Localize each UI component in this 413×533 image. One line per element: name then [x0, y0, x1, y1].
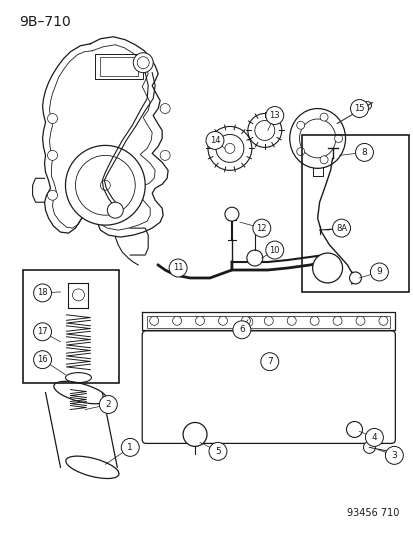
Circle shape	[370, 263, 387, 281]
Circle shape	[195, 316, 204, 325]
Circle shape	[121, 439, 139, 456]
Circle shape	[365, 429, 382, 447]
Circle shape	[349, 272, 361, 284]
Text: 10: 10	[269, 246, 279, 255]
Circle shape	[265, 241, 283, 259]
Circle shape	[241, 316, 250, 325]
Text: 17: 17	[37, 327, 48, 336]
Bar	[95, 54, 143, 79]
Circle shape	[385, 447, 402, 464]
Circle shape	[247, 114, 281, 148]
Circle shape	[209, 442, 226, 461]
Circle shape	[172, 316, 181, 325]
Circle shape	[150, 316, 158, 325]
Circle shape	[218, 316, 227, 325]
Circle shape	[355, 316, 364, 325]
Circle shape	[296, 148, 304, 156]
Circle shape	[242, 317, 252, 327]
Text: 5: 5	[215, 447, 220, 456]
Circle shape	[216, 134, 243, 163]
Circle shape	[334, 134, 342, 142]
Circle shape	[169, 259, 187, 277]
Circle shape	[363, 102, 370, 109]
Text: 6: 6	[238, 325, 244, 334]
Bar	[301, 135, 408, 292]
Text: 12: 12	[256, 224, 266, 232]
Circle shape	[233, 321, 250, 339]
Text: 9B–710: 9B–710	[19, 15, 70, 29]
Circle shape	[363, 441, 375, 454]
Circle shape	[350, 100, 368, 117]
Text: 15: 15	[354, 104, 364, 113]
Text: 18: 18	[37, 288, 48, 297]
Circle shape	[206, 132, 223, 149]
Bar	[100, 56, 138, 76]
Circle shape	[224, 143, 234, 154]
Circle shape	[100, 180, 110, 190]
Text: 2: 2	[105, 400, 111, 409]
Circle shape	[224, 207, 238, 221]
Circle shape	[260, 353, 278, 370]
Bar	[147, 316, 389, 328]
Text: 9: 9	[376, 268, 381, 277]
Circle shape	[47, 190, 57, 200]
Circle shape	[137, 56, 149, 69]
Text: 7: 7	[266, 357, 272, 366]
Circle shape	[160, 150, 170, 160]
Text: 8: 8	[361, 148, 366, 157]
Circle shape	[65, 146, 145, 225]
Circle shape	[252, 219, 270, 237]
Circle shape	[378, 316, 387, 325]
Circle shape	[183, 423, 206, 447]
Circle shape	[287, 316, 295, 325]
Text: 8A: 8A	[335, 224, 346, 232]
Text: 4: 4	[371, 433, 376, 442]
Circle shape	[312, 253, 342, 283]
Circle shape	[332, 316, 341, 325]
Circle shape	[319, 113, 327, 121]
Circle shape	[99, 395, 117, 414]
Circle shape	[33, 323, 51, 341]
Circle shape	[133, 53, 153, 72]
Bar	[23, 270, 119, 383]
Circle shape	[296, 122, 304, 129]
Circle shape	[355, 143, 373, 161]
Circle shape	[75, 156, 135, 215]
Circle shape	[33, 351, 51, 369]
Text: 13: 13	[269, 111, 280, 120]
Circle shape	[160, 103, 170, 114]
Circle shape	[332, 219, 350, 237]
Circle shape	[309, 316, 318, 325]
Circle shape	[47, 114, 57, 124]
Circle shape	[72, 289, 84, 301]
Text: 1: 1	[127, 443, 133, 452]
Circle shape	[254, 120, 274, 140]
Circle shape	[319, 156, 327, 164]
Circle shape	[47, 150, 57, 160]
Text: 3: 3	[391, 451, 396, 460]
Text: 14: 14	[209, 136, 220, 145]
Circle shape	[265, 107, 283, 125]
Circle shape	[246, 250, 262, 266]
Circle shape	[346, 422, 362, 438]
Text: 93456 710: 93456 710	[346, 508, 399, 518]
Circle shape	[207, 126, 251, 171]
Text: 11: 11	[173, 263, 183, 272]
Circle shape	[107, 202, 123, 218]
Text: 16: 16	[37, 355, 48, 364]
Circle shape	[263, 316, 273, 325]
Circle shape	[33, 284, 51, 302]
